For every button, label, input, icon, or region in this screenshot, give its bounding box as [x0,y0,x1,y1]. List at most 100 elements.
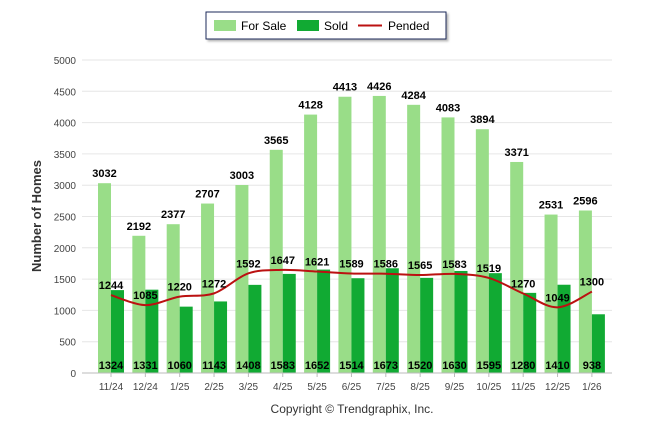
label-for-sale: 4413 [333,82,357,94]
x-tick-label: 8/25 [410,382,430,393]
legend-label-pended: Pended [388,19,429,33]
label-sold: 1280 [511,360,535,372]
bar-for-sale [441,117,455,373]
chart-legend: For Sale Sold Pended [205,11,447,40]
x-tick-label: 11/24 [99,382,124,393]
label-pended: 1272 [202,278,226,290]
bar-for-sale [510,161,524,373]
y-tick-label: 3500 [54,150,77,161]
label-for-sale: 3032 [92,168,116,180]
label-pended: 1565 [408,260,432,272]
label-for-sale: 4083 [436,102,460,114]
x-axis: 11/24 12/24 1/25 2/25 3/25 4/25 5/25 6/25 7/25 8/… [82,372,612,393]
bar-sold [111,290,124,373]
bar-sold [179,306,193,373]
label-sold: 1324 [99,360,124,372]
bar-for-sale [372,95,386,373]
legend-box [205,11,447,40]
y-tick-label: 1000 [54,306,77,317]
label-pended: 1244 [99,280,124,292]
x-tick-label: 5/25 [307,382,327,393]
bar-sold [351,278,365,373]
label-sold: 1514 [339,360,364,372]
legend-label-for-sale: For Sale [241,19,287,33]
bar-sold [317,269,331,373]
bar-for-sale [578,210,592,373]
x-tick-label: 2/25 [204,382,224,393]
label-sold: 1143 [202,360,226,372]
label-pended: 1220 [167,282,191,294]
y-tick-label: 0 [70,369,76,380]
bar-sold [145,289,159,373]
bar-sold [248,284,262,373]
label-pended: 1085 [133,290,157,302]
label-for-sale: 4284 [401,90,426,102]
label-sold: 938 [583,360,601,372]
bar-sold [282,273,296,373]
bar-for-sale [407,104,421,374]
label-for-sale: 2707 [195,189,219,201]
label-for-sale: 2377 [161,209,185,221]
legend-swatch-sold [297,20,319,31]
label-for-sale: 4426 [367,81,391,93]
copyright-text: Copyright © Trendgraphix, Inc. [271,402,434,416]
bar-sold [523,292,537,373]
bar-sold [420,277,434,373]
label-pended: 1049 [545,292,569,304]
x-tick-label: 6/25 [342,382,362,393]
label-pended: 1270 [511,278,535,290]
y-tick-label: 3000 [54,181,77,192]
y-tick-label: 1500 [54,275,77,286]
label-sold: 1520 [408,360,432,372]
label-pended: 1592 [236,258,260,270]
x-tick-label: 11/25 [511,382,536,393]
label-sold: 1331 [133,360,157,372]
y-tick-label: 5000 [54,56,77,67]
bar-sold [591,314,605,373]
label-sold: 1060 [167,360,191,372]
x-tick-label: 10/25 [476,382,501,393]
label-sold: 1408 [236,360,260,372]
pended-line [110,268,593,309]
label-sold: 1595 [477,360,501,372]
pended-series [110,268,593,309]
bar-sold [454,270,468,373]
label-for-sale: 2531 [539,200,563,212]
label-sold: 1630 [442,360,466,372]
bar-for-sale [201,203,215,373]
label-pended: 1586 [374,259,398,271]
y-axis: 0 500 1000 1500 2000 2500 3000 3500 4000 4500 5000 [54,56,77,380]
label-pended: 1519 [477,263,501,275]
x-tick-label: 1/26 [582,382,602,393]
y-tick-label: 2000 [54,244,77,255]
bar-sold [214,301,228,373]
label-for-sale: 2192 [127,221,151,233]
label-pended: 1300 [580,277,604,289]
x-tick-label: 7/25 [376,382,396,393]
bar-for-sale [338,96,352,373]
x-tick-label: 3/25 [239,382,259,393]
label-for-sale: 2596 [573,195,597,207]
label-pended: 1647 [271,255,295,267]
x-tick-label: 4/25 [273,382,293,393]
bar-for-sale [475,129,489,373]
y-tick-label: 500 [59,338,76,349]
label-sold: 1583 [271,360,295,372]
y-tick-label: 4500 [54,87,77,98]
x-tick-label: 12/25 [545,382,570,393]
label-for-sale: 3371 [504,147,528,159]
bar-sold [488,273,502,373]
bar-for-sale [544,214,558,373]
label-for-sale: 3565 [264,135,288,147]
bar-series [98,95,605,374]
label-pended: 1589 [339,259,363,271]
label-for-sale: 3894 [470,114,495,126]
y-tick-label: 2500 [54,213,77,224]
x-tick-label: 12/24 [133,382,158,393]
y-tick-label: 4000 [54,119,77,130]
x-tick-label: 1/25 [170,382,190,393]
label-pended: 1583 [442,259,466,271]
x-tick-label: 9/25 [445,382,465,393]
legend-label-sold: Sold [324,19,348,33]
